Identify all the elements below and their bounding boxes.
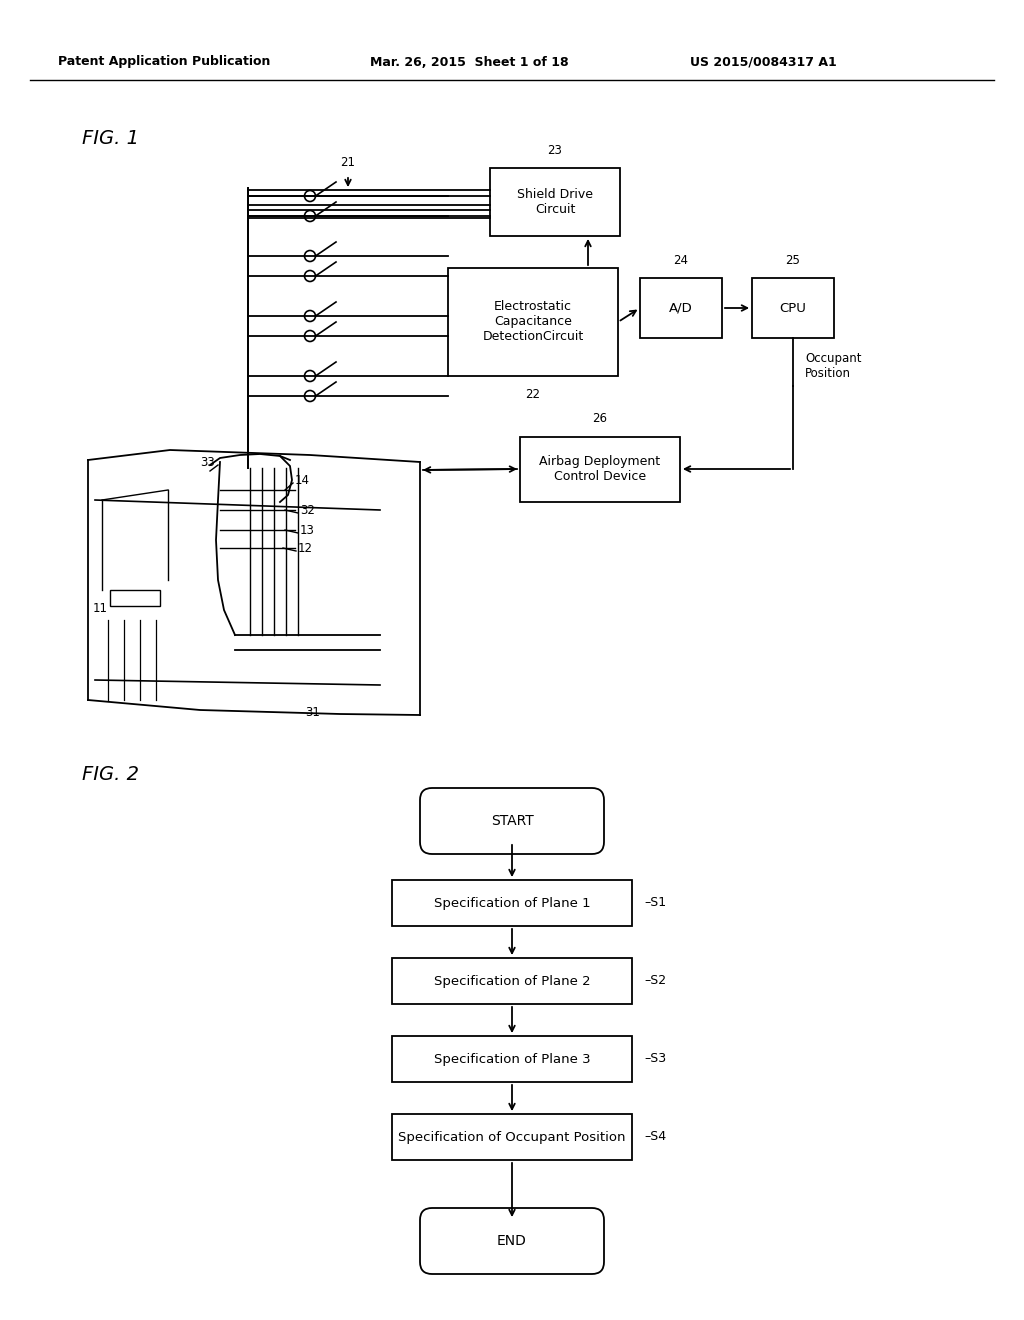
Text: Specification of Plane 2: Specification of Plane 2 [434, 974, 590, 987]
Text: 11: 11 [93, 602, 108, 615]
Text: Specification of Plane 3: Specification of Plane 3 [434, 1052, 590, 1065]
Bar [392, 880, 632, 927]
Text: FIG. 1: FIG. 1 [82, 128, 139, 148]
Text: 13: 13 [300, 524, 314, 536]
FancyBboxPatch shape [420, 788, 604, 854]
Text: Airbag Deployment
Control Device: Airbag Deployment Control Device [540, 455, 660, 483]
Bar [392, 1114, 632, 1160]
Bar [110, 590, 160, 606]
FancyBboxPatch shape [420, 1208, 604, 1274]
Text: Patent Application Publication: Patent Application Publication [58, 55, 270, 69]
Text: A/D: A/D [669, 301, 693, 314]
Text: Mar. 26, 2015  Sheet 1 of 18: Mar. 26, 2015 Sheet 1 of 18 [370, 55, 568, 69]
Text: 22: 22 [525, 388, 541, 400]
Text: 32: 32 [300, 503, 314, 516]
Text: 21: 21 [341, 157, 355, 169]
Text: FIG. 2: FIG. 2 [82, 766, 139, 784]
Text: –S3: –S3 [644, 1052, 667, 1065]
Text: 31: 31 [305, 705, 319, 718]
Text: 33: 33 [200, 455, 215, 469]
Text: 26: 26 [593, 412, 607, 425]
Text: START: START [490, 814, 534, 828]
Text: 23: 23 [548, 144, 562, 157]
Text: 14: 14 [295, 474, 310, 487]
Text: 24: 24 [674, 253, 688, 267]
Text: –S4: –S4 [644, 1130, 667, 1143]
Text: Occupant
Position: Occupant Position [805, 352, 861, 380]
Bar [449, 268, 618, 376]
Text: CPU: CPU [779, 301, 807, 314]
Bar [640, 279, 722, 338]
Text: –S2: –S2 [644, 974, 667, 987]
Text: END: END [497, 1234, 527, 1247]
Bar [752, 279, 834, 338]
Bar [490, 168, 620, 236]
Text: US 2015/0084317 A1: US 2015/0084317 A1 [690, 55, 837, 69]
Text: 25: 25 [785, 253, 801, 267]
Text: –S1: –S1 [644, 896, 667, 909]
Bar [392, 1036, 632, 1082]
Text: Specification of Plane 1: Specification of Plane 1 [434, 896, 590, 909]
Text: Specification of Occupant Position: Specification of Occupant Position [398, 1130, 626, 1143]
Text: Shield Drive
Circuit: Shield Drive Circuit [517, 187, 593, 216]
Text: 12: 12 [298, 541, 313, 554]
Text: Electrostatic
Capacitance
DetectionCircuit: Electrostatic Capacitance DetectionCircu… [482, 301, 584, 343]
Bar [392, 958, 632, 1005]
Bar [520, 437, 680, 502]
